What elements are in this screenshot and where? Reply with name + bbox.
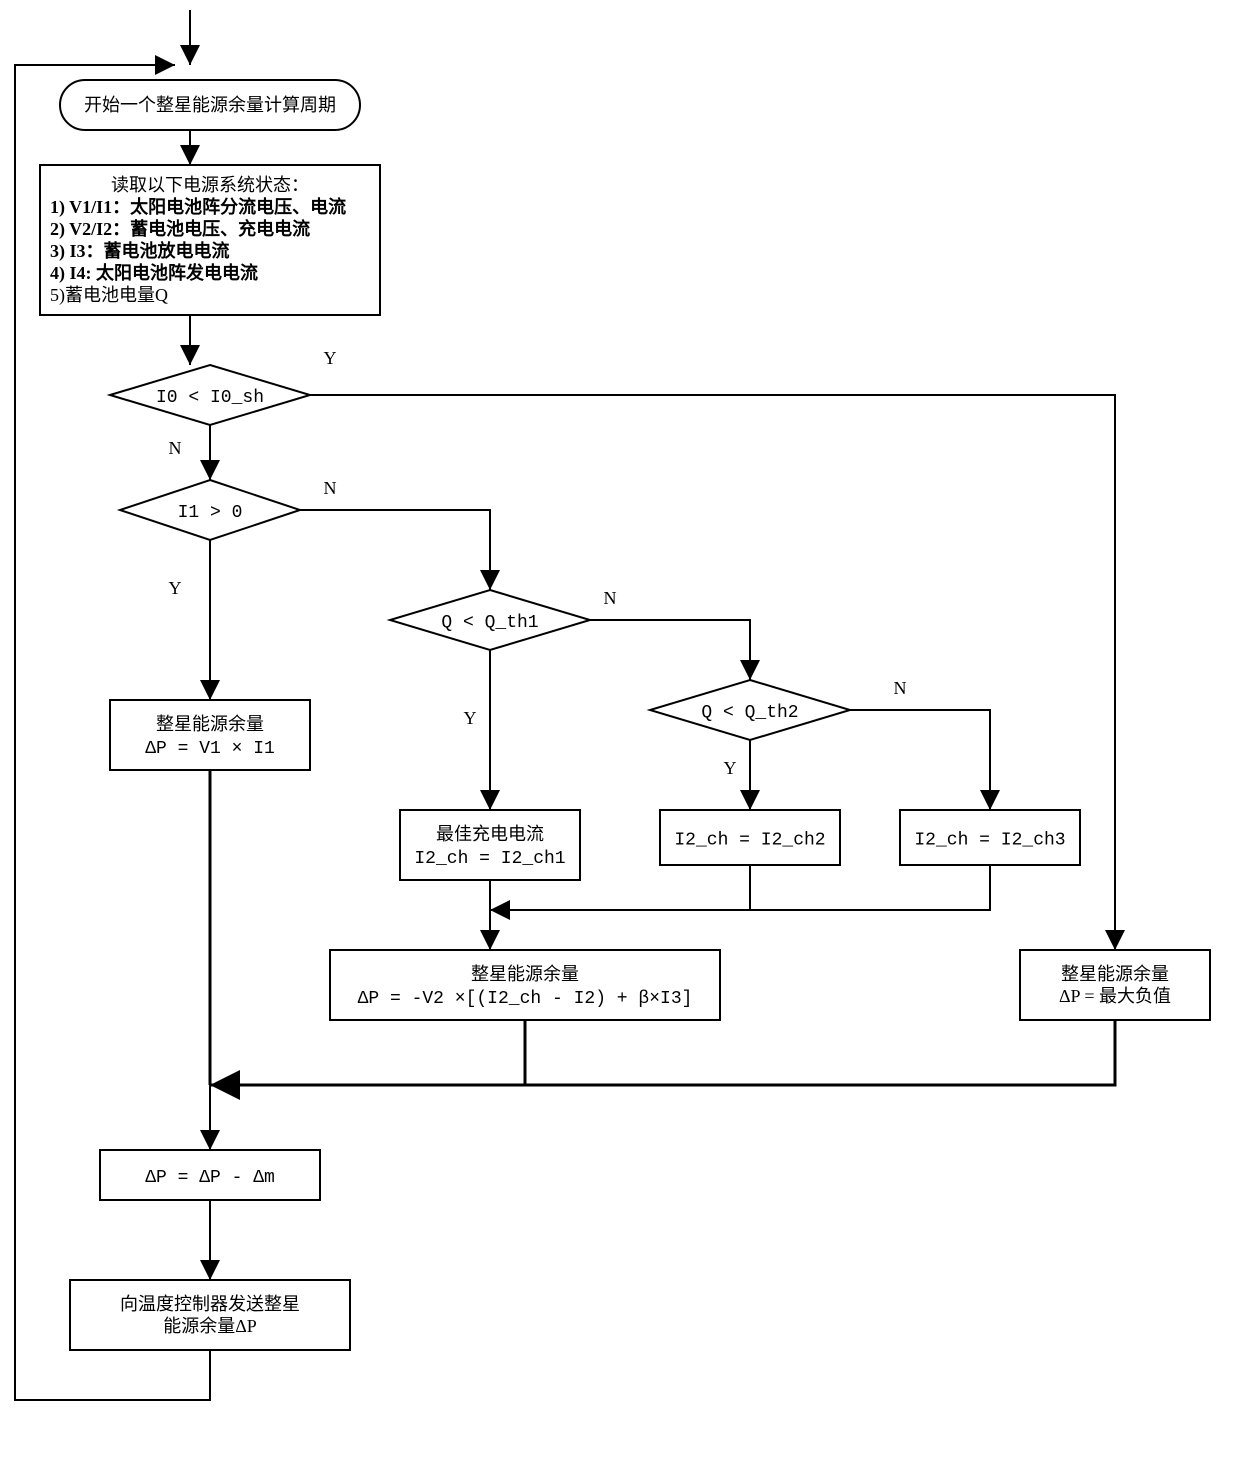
svg-text:ΔP = V1 × I1: ΔP = V1 × I1 <box>145 739 275 759</box>
svg-text:Q < Q_th2: Q < Q_th2 <box>701 703 798 723</box>
svg-text:2) V2/I2：蓄电池电压、充电电流: 2) V2/I2：蓄电池电压、充电电流 <box>50 218 310 240</box>
svg-text:ΔP = -V2 ×[(I2_ch - I2) + β×I3: ΔP = -V2 ×[(I2_ch - I2) + β×I3] <box>358 989 693 1009</box>
svg-text:3) I3：蓄电池放电电流: 3) I3：蓄电池放电电流 <box>50 240 230 262</box>
flowchart-svg: Y N Y N Y N N Y 开始一个整星能源余量计算周期读取以下电源系统状态：1) V1/I… <box>0 0 1240 1480</box>
svg-text:ΔP = 最大负值: ΔP = 最大负值 <box>1059 986 1171 1006</box>
svg-text:最佳充电电流: 最佳充电电流 <box>436 824 544 844</box>
svg-text:Y: Y <box>724 758 737 778</box>
svg-text:I0 < I0_sh: I0 < I0_sh <box>156 388 264 408</box>
svg-text:整星能源余量: 整星能源余量 <box>156 714 264 734</box>
svg-text:向温度控制器发送整星: 向温度控制器发送整星 <box>120 1294 300 1314</box>
svg-text:N: N <box>324 478 337 498</box>
svg-text:1) V1/I1：太阳电池阵分流电压、电流: 1) V1/I1：太阳电池阵分流电压、电流 <box>50 196 346 218</box>
svg-text:N: N <box>169 438 182 458</box>
svg-text:整星能源余量: 整星能源余量 <box>471 964 579 984</box>
svg-text:I2_ch = I2_ch2: I2_ch = I2_ch2 <box>674 830 825 850</box>
svg-text:I2_ch = I2_ch1: I2_ch = I2_ch1 <box>414 849 565 869</box>
svg-text:5)蓄电池电量Q: 5)蓄电池电量Q <box>50 285 168 306</box>
svg-text:I1 > 0: I1 > 0 <box>178 503 243 523</box>
svg-text:读取以下电源系统状态：: 读取以下电源系统状态： <box>111 175 309 195</box>
svg-text:Y: Y <box>324 348 337 368</box>
svg-text:开始一个整星能源余量计算周期: 开始一个整星能源余量计算周期 <box>84 95 336 115</box>
svg-text:ΔP = ΔP - Δm: ΔP = ΔP - Δm <box>145 1168 275 1188</box>
svg-text:N: N <box>604 588 617 608</box>
svg-text:Q < Q_th1: Q < Q_th1 <box>441 613 538 633</box>
svg-text:整星能源余量: 整星能源余量 <box>1061 964 1169 984</box>
svg-text:I2_ch = I2_ch3: I2_ch = I2_ch3 <box>914 830 1065 850</box>
svg-text:能源余量ΔP: 能源余量ΔP <box>163 1316 257 1336</box>
svg-text:Y: Y <box>169 578 182 598</box>
svg-text:Y: Y <box>464 708 477 728</box>
svg-text:4) I4: 太阳电池阵发电电流: 4) I4: 太阳电池阵发电电流 <box>50 262 258 284</box>
svg-text:N: N <box>894 678 907 698</box>
